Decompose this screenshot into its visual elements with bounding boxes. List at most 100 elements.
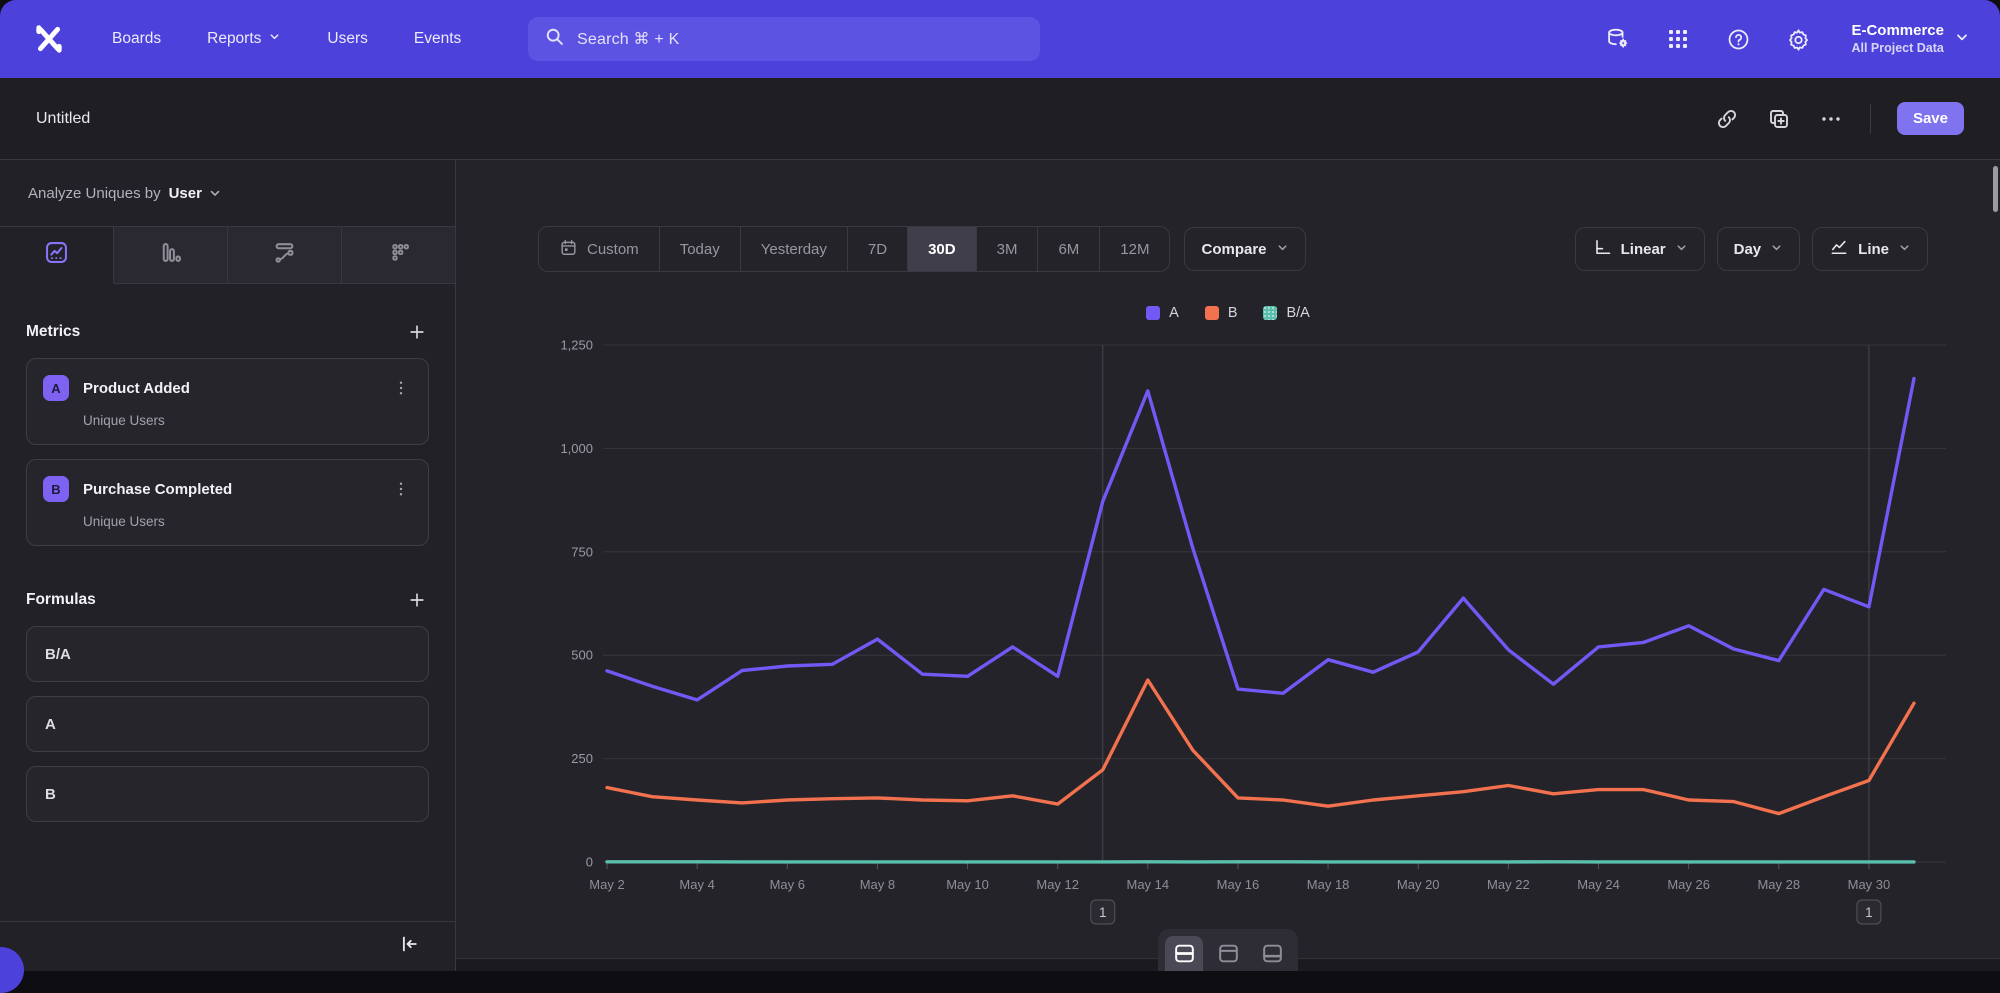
x-axis-label: May 10 xyxy=(946,877,989,892)
nav-item-reports[interactable]: Reports xyxy=(207,30,281,48)
nav-items: Boards Reports Users Events xyxy=(112,30,461,48)
x-axis-label: May 28 xyxy=(1757,877,1800,892)
analyze-row: Analyze Uniques by User xyxy=(0,160,455,226)
x-axis-label: May 16 xyxy=(1217,877,1260,892)
report-header: Untitled Save xyxy=(0,78,2000,160)
range-option-yesterday[interactable]: Yesterday xyxy=(741,227,848,271)
legend-swatch xyxy=(1205,306,1219,320)
axis-icon xyxy=(1592,237,1612,261)
line-chart-icon xyxy=(1829,237,1849,261)
legend-swatch xyxy=(1146,306,1160,320)
report-tab-insights-chart[interactable] xyxy=(0,227,114,284)
x-axis-label: May 2 xyxy=(589,877,624,892)
legend-item-b-a[interactable]: B/A xyxy=(1263,305,1309,321)
range-option-3m[interactable]: 3M xyxy=(977,227,1039,271)
metric-badge: A xyxy=(43,375,69,401)
x-axis-label: May 14 xyxy=(1127,877,1170,892)
metric-name: Product Added xyxy=(83,380,190,397)
analyze-label: Analyze Uniques by xyxy=(28,185,161,202)
report-tab-retention-dots[interactable] xyxy=(342,227,455,283)
annotation-badge-label: 1 xyxy=(1865,905,1873,920)
legend-item-b[interactable]: B xyxy=(1205,305,1238,321)
metric-name: Purchase Completed xyxy=(83,481,232,498)
funnel-bars-icon xyxy=(157,239,184,271)
collapse-panel-icon[interactable] xyxy=(397,933,419,960)
y-axis-label: 750 xyxy=(571,544,593,559)
layout-split-button[interactable] xyxy=(1165,936,1203,971)
formulas-section-title: Formulas xyxy=(26,591,96,609)
range-option-6m[interactable]: 6M xyxy=(1038,227,1100,271)
search-placeholder: Search ⌘ + K xyxy=(577,29,679,49)
range-option-7d[interactable]: 7D xyxy=(848,227,908,271)
duplicate-icon[interactable] xyxy=(1766,106,1792,132)
formula-card[interactable]: B/A xyxy=(26,626,429,682)
data-management-icon[interactable] xyxy=(1605,26,1631,52)
report-title[interactable]: Untitled xyxy=(36,110,90,128)
link-icon[interactable] xyxy=(1714,106,1740,132)
nav-item-events[interactable]: Events xyxy=(414,30,461,48)
x-axis-label: May 30 xyxy=(1848,877,1891,892)
add-formula-button[interactable] xyxy=(405,588,429,612)
layout-switcher xyxy=(1158,929,1298,971)
settings-gear-icon[interactable] xyxy=(1785,26,1811,52)
legend-label: B xyxy=(1228,305,1238,321)
legend-item-a[interactable]: A xyxy=(1146,305,1179,321)
formula-card[interactable]: B xyxy=(26,766,429,822)
x-axis-label: May 24 xyxy=(1577,877,1620,892)
y-axis-label: 500 xyxy=(571,648,593,663)
range-option-today[interactable]: Today xyxy=(660,227,741,271)
chart-legend: A B B/A xyxy=(456,305,2000,321)
range-option-custom[interactable]: Custom xyxy=(539,227,660,271)
report-tab-funnel-bars[interactable] xyxy=(114,227,228,283)
metrics-section-title: Metrics xyxy=(26,323,80,341)
kebab-menu-icon[interactable] xyxy=(390,377,412,399)
scale-dropdown[interactable]: Linear xyxy=(1575,227,1705,271)
x-axis-label: May 20 xyxy=(1397,877,1440,892)
layout-chart-top-button[interactable] xyxy=(1209,936,1247,971)
help-icon[interactable] xyxy=(1725,26,1751,52)
annotation-badge-label: 1 xyxy=(1099,905,1107,920)
x-axis-label: May 12 xyxy=(1036,877,1079,892)
save-button[interactable]: Save xyxy=(1897,102,1964,135)
chevron-down-icon xyxy=(1276,241,1289,258)
project-selector[interactable]: E-Commerce All Project Data xyxy=(1851,22,1970,56)
range-option-30d[interactable]: 30D xyxy=(908,227,977,271)
y-axis-label: 250 xyxy=(571,751,593,766)
report-tab-flow[interactable] xyxy=(228,227,342,283)
sidebar-footer xyxy=(0,921,455,971)
apps-grid-icon[interactable] xyxy=(1665,26,1691,52)
kebab-menu-icon[interactable] xyxy=(390,478,412,500)
compare-dropdown[interactable]: Compare xyxy=(1184,227,1305,271)
nav-item-boards[interactable]: Boards xyxy=(112,30,161,48)
project-name: E-Commerce xyxy=(1851,22,1944,41)
analyze-entity-dropdown[interactable]: User xyxy=(169,185,222,202)
scrollbar-thumb[interactable] xyxy=(1993,166,1998,212)
layout-chart-bottom-icon xyxy=(1260,941,1285,969)
layout-chart-bottom-button[interactable] xyxy=(1253,936,1291,971)
y-axis-label: 0 xyxy=(586,855,593,870)
add-metric-button[interactable] xyxy=(405,320,429,344)
query-sidebar: Analyze Uniques by User Metrics A Product… xyxy=(0,160,456,971)
mixpanel-logo-icon[interactable] xyxy=(30,20,68,58)
chart-type-dropdown[interactable]: Line xyxy=(1812,227,1928,271)
granularity-dropdown[interactable]: Day xyxy=(1717,227,1801,271)
flow-icon xyxy=(271,239,298,271)
x-axis-label: May 22 xyxy=(1487,877,1530,892)
legend-label: B/A xyxy=(1286,305,1309,321)
search-icon xyxy=(544,26,565,52)
series-line-a[interactable] xyxy=(607,379,1914,700)
formula-card[interactable]: A xyxy=(26,696,429,752)
more-ellipsis-icon[interactable] xyxy=(1818,106,1844,132)
nav-item-users[interactable]: Users xyxy=(327,30,367,48)
project-subtitle: All Project Data xyxy=(1851,41,1944,57)
series-line-b[interactable] xyxy=(607,680,1914,814)
range-option-12m[interactable]: 12M xyxy=(1100,227,1169,271)
search-input[interactable]: Search ⌘ + K xyxy=(528,17,1040,61)
chevron-down-icon xyxy=(268,30,281,48)
